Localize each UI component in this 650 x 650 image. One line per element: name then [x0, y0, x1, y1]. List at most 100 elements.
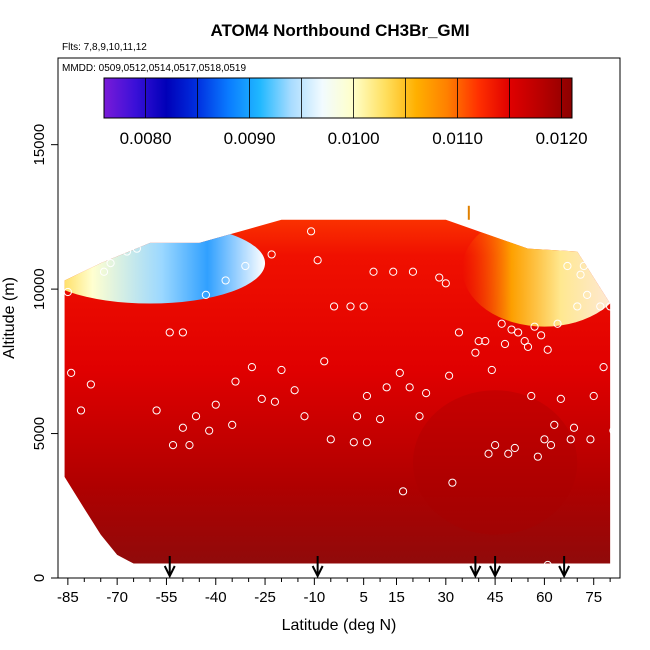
sample-point	[293, 568, 303, 577]
y-tick-label: 10000	[31, 268, 48, 310]
sample-point	[576, 270, 585, 279]
sample-point	[389, 267, 398, 276]
sample-point	[481, 337, 490, 346]
sample-point	[349, 438, 358, 447]
sample-point	[540, 435, 549, 444]
sample-point	[132, 244, 141, 253]
sample-point	[474, 337, 483, 346]
flights-note: Flts: 7,8,9,10,11,12	[62, 42, 147, 53]
sample-point	[441, 566, 450, 575]
sample-point	[504, 563, 513, 572]
sample-point	[421, 389, 431, 398]
sample-point	[67, 368, 76, 377]
sample-point	[211, 400, 220, 409]
sample-point	[500, 339, 510, 349]
sample-point	[471, 348, 480, 357]
sample-point	[290, 386, 299, 395]
flight-marker-arrow	[311, 556, 324, 579]
sample-point	[267, 250, 276, 259]
sample-point	[349, 568, 358, 577]
flight-marker-arrow	[469, 556, 482, 579]
sample-point	[418, 565, 427, 574]
sample-point	[527, 391, 536, 401]
sample-point	[185, 441, 194, 450]
sample-point	[553, 319, 562, 328]
sample-point	[270, 397, 280, 406]
sample-point	[231, 377, 240, 386]
colorbar: 0.0080 0.0090 0.0100 0.0110 0.0120	[103, 77, 588, 148]
sample-point	[586, 568, 595, 577]
sample-point	[168, 441, 178, 450]
sample-point	[405, 383, 414, 392]
sample-points	[63, 227, 618, 578]
y-axis-label: Altitude (m)	[1, 277, 18, 359]
sample-point	[444, 371, 454, 380]
sample-point	[247, 363, 257, 372]
sample-point	[352, 412, 362, 421]
sample-point	[362, 391, 372, 401]
sample-point	[415, 412, 424, 421]
sample-point	[448, 478, 457, 487]
heatmap-field	[64, 219, 611, 564]
sample-point	[530, 322, 539, 331]
x-tick-label: 5	[359, 589, 367, 606]
sample-point	[208, 568, 217, 577]
x-axis-label: Latitude (deg N)	[282, 617, 397, 634]
sample-point	[86, 380, 95, 389]
sample-point	[270, 569, 280, 578]
sample-point	[599, 566, 608, 575]
low-value-region	[64, 222, 266, 304]
sample-point	[122, 247, 132, 256]
sample-point	[543, 560, 552, 570]
y-tick-label: 5000	[31, 417, 48, 450]
sample-point	[191, 412, 201, 421]
colorbar-tick-label: 0.0120	[536, 129, 588, 148]
sample-point	[228, 420, 237, 429]
sample-point	[178, 328, 187, 337]
x-tick-label: 30	[437, 589, 454, 606]
colorbar-tick-label: 0.0080	[120, 129, 172, 148]
x-tick-label: 60	[536, 589, 553, 606]
sample-point	[507, 325, 516, 334]
sample-point	[178, 423, 187, 432]
sample-point	[510, 443, 519, 453]
sample-point	[609, 566, 618, 575]
sample-point	[563, 261, 572, 271]
sample-point	[333, 569, 342, 578]
sample-point	[599, 363, 608, 372]
sample-point	[362, 438, 372, 447]
x-tick-label: 15	[388, 589, 405, 606]
sample-point	[375, 415, 385, 424]
sample-point	[76, 406, 86, 415]
sample-point	[165, 328, 174, 337]
sample-point	[573, 302, 582, 311]
sample-point	[306, 227, 316, 236]
sample-point	[241, 261, 250, 271]
colorbar-tick-label: 0.0100	[328, 129, 380, 148]
y-axis: 0 5000 10000 15000	[31, 124, 58, 582]
x-axis: -85 -70 -55 -40 -25 -10 5 15 30 45 60 75	[57, 577, 611, 606]
sample-point	[530, 568, 539, 577]
x-tick-label: -70	[106, 589, 128, 606]
sample-point	[329, 302, 339, 311]
sample-point	[586, 435, 595, 444]
sample-point	[382, 383, 391, 392]
sample-point	[205, 426, 214, 435]
sample-point	[326, 435, 335, 444]
sample-point	[359, 302, 368, 311]
sample-point	[487, 365, 496, 375]
y-tick-label: 15000	[31, 124, 48, 166]
sample-point	[346, 302, 355, 311]
sample-point	[106, 259, 115, 268]
sample-point	[408, 267, 418, 276]
sample-point	[569, 423, 579, 432]
x-tick-label: -85	[57, 589, 79, 606]
sample-point	[579, 261, 588, 271]
sample-point	[546, 441, 556, 450]
x-tick-label: -55	[156, 589, 178, 606]
sample-point	[300, 412, 309, 421]
x-tick-label: 75	[585, 589, 602, 606]
sample-point	[201, 290, 210, 299]
sample-point	[602, 282, 611, 291]
